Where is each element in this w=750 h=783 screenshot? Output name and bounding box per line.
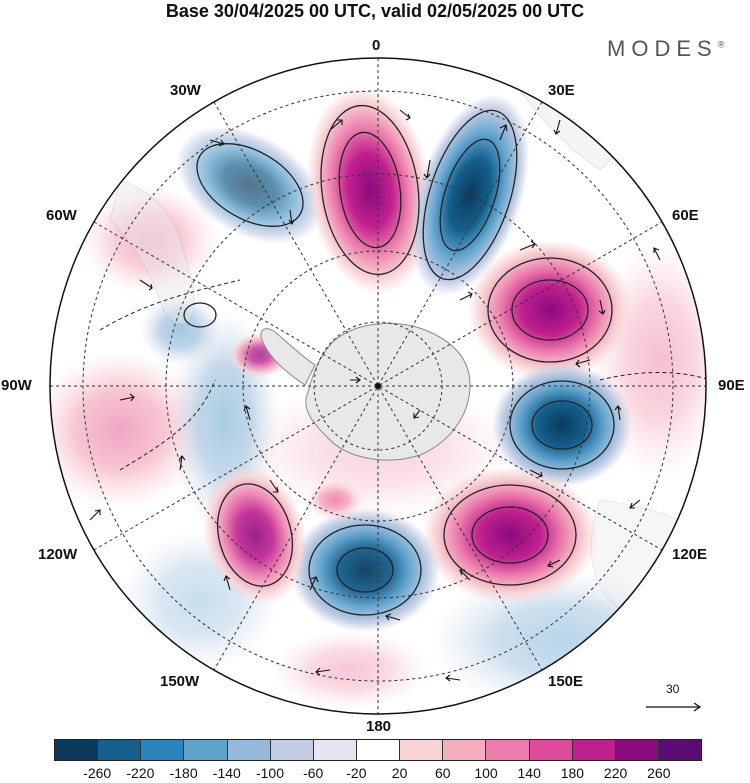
lon-label-180: 180: [366, 718, 392, 735]
colorbar-tick-label: -220: [126, 765, 155, 781]
colorbar-box: [356, 740, 401, 760]
colorbar-labels: -260 -220 -180 -140 -100 -60 -20 20 60 100 140 180 2…: [54, 765, 702, 783]
lon-label-0: 0: [372, 37, 381, 54]
colorbar-tick-label: 100: [474, 765, 498, 781]
colorbar-tick-label: -100: [255, 765, 285, 781]
colorbar-tick-label: 180: [560, 765, 585, 781]
vector-key-value: 30: [666, 682, 680, 696]
brand-logo: MODES®: [607, 36, 724, 62]
colorbar-tick-label: 220: [603, 765, 628, 781]
lon-label-30e: 30E: [548, 82, 575, 99]
lon-label-90w: 90W: [1, 377, 32, 394]
colorbar-box: [270, 740, 314, 760]
map-border: [49, 57, 707, 715]
lon-label-120w: 120W: [38, 546, 78, 563]
lon-label-90e: 90E: [718, 377, 745, 394]
colorbar-tick-label: -60: [303, 765, 324, 781]
brand-name: MODES: [607, 36, 718, 61]
colorbar-box: [658, 740, 702, 760]
colorbar-box: [227, 740, 271, 760]
colorbar-box: [572, 740, 616, 760]
lon-label-150e: 150E: [548, 673, 584, 690]
lon-label-150w: 150W: [160, 673, 200, 690]
colorbar-tick-label: -20: [346, 765, 367, 781]
colorbar-box: [615, 740, 659, 760]
vector-reference-key: 30: [640, 682, 710, 722]
brand-mark: ®: [717, 39, 725, 50]
colorbar-box: [55, 740, 99, 760]
colorbar-box: [443, 740, 487, 760]
vector-key-arrow-icon: [646, 702, 702, 712]
colorbar-tick-label: -260: [83, 765, 112, 781]
colorbar-box: [184, 740, 228, 760]
colorbar-box: [486, 740, 530, 760]
colorbar-tick-label: 20: [391, 765, 408, 781]
lon-label-30w: 30W: [170, 82, 201, 99]
map-title: Base 30/04/2025 00 UTC, valid 02/05/2025…: [165, 1, 585, 21]
lon-label-120e: 120E: [672, 546, 708, 563]
colorbar-tick-label: 140: [517, 765, 541, 781]
lon-label-60e: 60E: [672, 207, 699, 224]
colorbar-tick-label: -180: [169, 765, 198, 781]
colorbar-tick-label: 60: [435, 765, 451, 781]
colorbar-box: [141, 740, 185, 760]
colorbar-tick-label: 260: [647, 765, 671, 781]
graticule: [50, 58, 706, 714]
colorbar-box: [98, 740, 142, 760]
lon-label-60w: 60W: [46, 207, 77, 224]
colorbar: [54, 739, 702, 761]
colorbar-tick-label: -140: [212, 765, 241, 781]
colorbar-box: [313, 740, 357, 760]
colorbar-box: [400, 740, 444, 760]
colorbar-box: [529, 740, 573, 760]
